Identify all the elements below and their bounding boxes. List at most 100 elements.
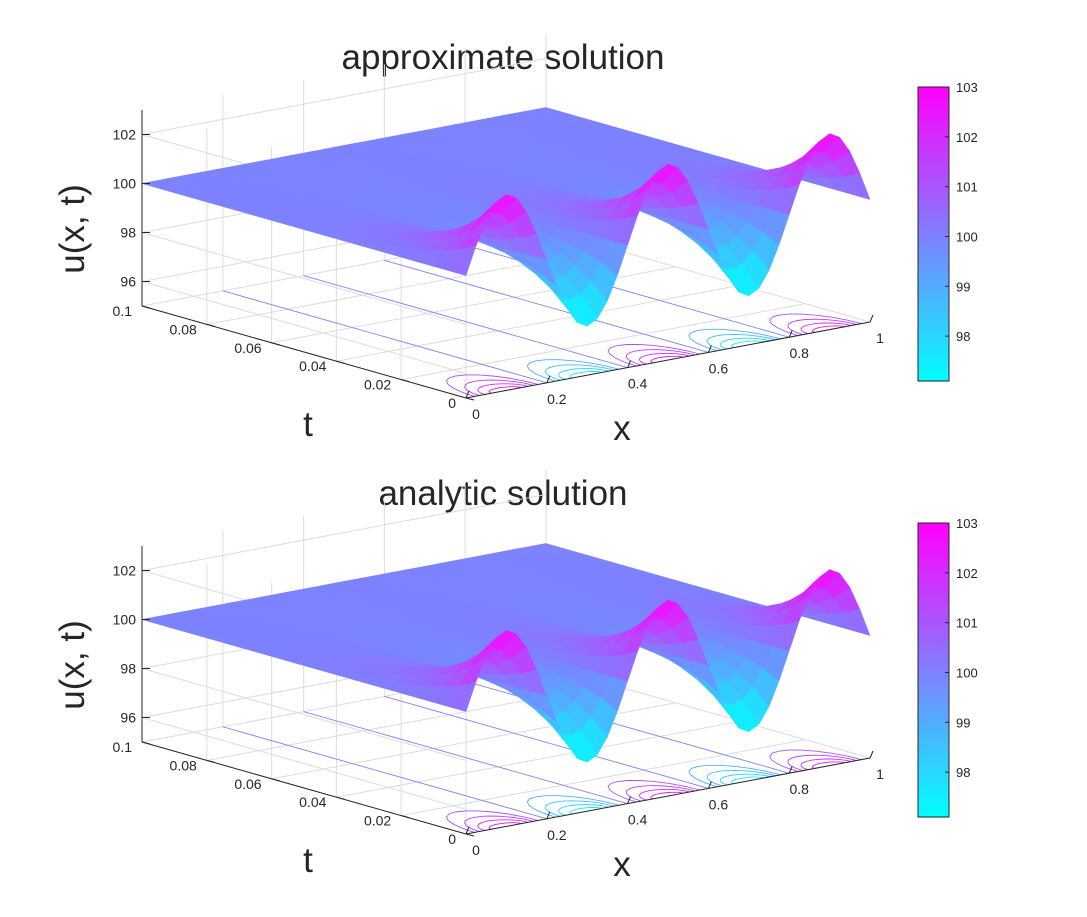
colorbar-swatch <box>918 346 949 353</box>
colorbar-swatch <box>918 802 949 808</box>
colorbar-swatch <box>918 165 949 171</box>
colorbar-swatch <box>918 307 949 313</box>
contour-line <box>706 333 776 351</box>
colorbar-swatch <box>918 552 949 558</box>
colorbar-swatch <box>918 532 949 539</box>
colorbar-swatch <box>918 709 949 715</box>
colorbar-swatch <box>918 674 949 681</box>
colorbar-swatch <box>918 768 949 774</box>
colorbar-swatch <box>918 542 949 549</box>
x-tick-mark <box>465 826 470 835</box>
x-tick-label: 0.6 <box>709 796 729 812</box>
contour-line <box>222 290 547 384</box>
x-tick-mark <box>788 766 793 774</box>
colorbar-swatch <box>918 547 949 553</box>
t-axis-label: t <box>303 405 313 444</box>
t-tick-mark <box>465 833 475 837</box>
x-tick-mark <box>707 781 712 789</box>
colorbar-swatch <box>918 630 949 637</box>
colorbar-swatch <box>918 268 949 274</box>
tick-labels: 0 0.2 0.4 0.6 0.8 1 0 0.02 0.04 0.06 0.08 0.1 96 98 10… <box>113 127 885 423</box>
colorbar-swatch <box>918 694 949 700</box>
colorbar-tick-label: 103 <box>956 516 978 531</box>
grid-line <box>336 284 741 362</box>
grid-line <box>141 665 547 743</box>
colorbar-swatch <box>918 87 949 93</box>
colorbar-swatch <box>918 278 949 284</box>
colorbar-swatch <box>918 136 949 142</box>
z-tick-label: 102 <box>113 127 137 143</box>
colorbar-tick-label: 98 <box>956 765 970 780</box>
x-tick-label: 0.2 <box>547 391 567 407</box>
colorbar-swatch <box>918 273 949 279</box>
colorbar: 98 99 100 101 102 103 <box>917 80 978 382</box>
colorbar-tick-label: 101 <box>956 180 978 195</box>
colorbar-swatch <box>918 537 949 544</box>
colorbar-swatch <box>918 312 949 318</box>
colorbar-swatch <box>918 581 949 588</box>
grid-line <box>141 668 467 761</box>
surface-patch <box>843 173 871 200</box>
colorbar-swatch <box>918 650 949 656</box>
colorbar-swatch <box>918 327 949 333</box>
colorbar-swatch <box>918 106 949 113</box>
t-tick-label: 0.04 <box>299 358 326 374</box>
colorbar-swatch <box>918 772 949 779</box>
contour-line <box>625 349 696 366</box>
x-axis-label: x <box>613 845 631 884</box>
z-axis-label: u(x, t) <box>53 184 92 273</box>
colorbar-swatch <box>918 572 949 578</box>
colorbar-swatch <box>918 645 949 651</box>
colorbar-swatch <box>918 238 949 245</box>
contour-line <box>488 386 522 394</box>
t-tick-mark <box>206 323 215 327</box>
contour-line <box>464 379 534 396</box>
colorbar-tick-label: 99 <box>956 279 970 294</box>
colorbar-swatch <box>918 160 949 166</box>
grid-line <box>141 281 467 374</box>
colorbar-swatch <box>918 180 949 186</box>
contour-line <box>384 260 709 353</box>
contour-line <box>569 807 603 815</box>
colorbar-swatch <box>918 253 949 260</box>
colorbar-swatch <box>918 743 949 749</box>
t-tick-label: 0 <box>448 831 456 847</box>
colorbar-swatch <box>918 351 949 358</box>
colorbar-swatch <box>918 655 949 661</box>
z-tick-label: 102 <box>113 563 137 579</box>
grid-line <box>141 58 547 135</box>
contour-line <box>730 776 764 785</box>
colorbar-swatch <box>918 248 949 255</box>
colorbar-swatch <box>918 782 949 789</box>
x-tick-label: 0.4 <box>628 812 648 828</box>
x-tick-label: 0.8 <box>789 345 809 361</box>
chart-title: analytic solution <box>378 474 627 513</box>
colorbar-swatch <box>918 777 949 784</box>
contour-line <box>811 761 845 769</box>
colorbar-swatch <box>918 96 949 103</box>
grid-line <box>401 303 806 381</box>
grid-line <box>141 229 547 307</box>
contour-line <box>558 804 609 816</box>
colorbar-swatch <box>918 670 949 676</box>
colorbar-tick-label: 103 <box>956 80 978 95</box>
contour-line <box>607 780 700 803</box>
colorbar-swatch <box>918 155 949 162</box>
chart-title: approximate solution <box>342 38 665 77</box>
z-tick-label: 98 <box>120 661 136 677</box>
colorbar-swatch <box>918 258 949 264</box>
panel-approximate-solution: approximate solution 0 0.2 0.4 0.6 0.8 1 0 0.02… <box>53 34 978 448</box>
contour-line <box>488 822 522 830</box>
colorbar-tick-label: 100 <box>956 665 978 680</box>
x-tick-mark <box>546 375 551 383</box>
t-tick-mark <box>336 360 345 364</box>
colorbar-swatch <box>918 116 949 122</box>
panel-analytic-solution: analytic solution 0 0.2 0.4 0.6 0.8 1 0 0.02 0.0… <box>53 470 978 884</box>
t-tick-label: 0.04 <box>299 794 326 810</box>
colorbar-swatch <box>918 287 949 294</box>
t-axis-label: t <box>303 841 313 880</box>
colorbar-swatch <box>918 283 949 289</box>
colorbar-tick-label: 102 <box>956 130 978 145</box>
colorbar-swatch <box>918 719 949 725</box>
